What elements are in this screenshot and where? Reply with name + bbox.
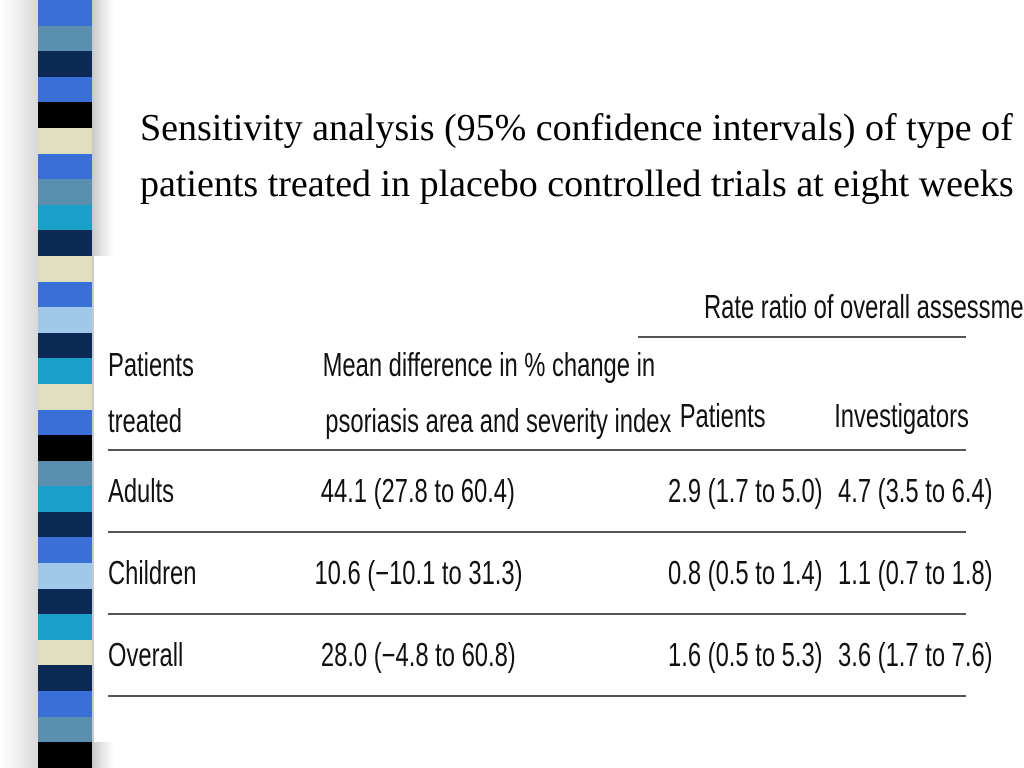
decorative-stripe (38, 0, 92, 26)
group-header-rate-ratio: Rate ratio of overall assessment (638, 278, 1024, 338)
decorative-stripe (38, 76, 92, 103)
decorative-stripe (38, 614, 92, 640)
column-header-row: Patients treated Mean difference in % ch… (108, 337, 969, 451)
col-header-mean-difference-line1: Mean difference in % change in (322, 346, 656, 383)
mean-difference-value: 28.0 (−4.8 to 60.8) (320, 636, 516, 673)
investigators-value: 1.1 (0.7 to 1.8) (838, 554, 993, 591)
decorative-stripe (38, 358, 92, 384)
slide-title: Sensitivity analysis (95% confidence int… (140, 107, 1014, 205)
col-header-patients-label: Patients (680, 397, 766, 434)
decorative-stripe (38, 486, 92, 512)
decorative-stripe (38, 230, 92, 256)
investigators-cell: 3.6 (1.7 to 7.6) (808, 614, 993, 697)
mean-difference-cell: 28.0 (−4.8 to 60.8) (258, 614, 578, 697)
table-row: Overall 28.0 (−4.8 to 60.8) 1.6 (0.5 to … (108, 614, 993, 697)
col-header-patients-treated-line2: treated (108, 402, 182, 439)
decorative-stripe (38, 588, 92, 615)
decorative-stripe (38, 127, 92, 154)
table-row: Adults 44.1 (27.8 to 60.4) 2.9 (1.7 to 5… (108, 450, 993, 533)
col-header-investigators: Investigators (808, 337, 969, 451)
col-header-patients: Patients (638, 337, 808, 451)
table-row: Children 10.6 (−10.1 to 31.3) 0.8 (0.5 t… (108, 532, 993, 615)
decorative-stripe (38, 281, 92, 308)
investigators-cell: 1.1 (0.7 to 1.8) (808, 532, 993, 615)
decorative-stripe (38, 665, 92, 692)
decorative-stripe (38, 460, 92, 487)
decorative-stripe (38, 435, 92, 461)
decorative-stripe (38, 383, 92, 410)
decorative-stripe (38, 742, 92, 768)
stripe-shadow-left (0, 0, 38, 768)
decorative-stripe (38, 204, 92, 231)
sensitivity-table: Rate ratio of overall assessment Patient… (108, 278, 1024, 697)
group-header-row: Rate ratio of overall assessment (108, 278, 1024, 338)
patients-value: 1.6 (0.5 to 5.3) (668, 636, 823, 673)
patients-value: 0.8 (0.5 to 1.4) (668, 554, 823, 591)
decorative-stripe (38, 639, 92, 666)
decorative-stripe (38, 25, 92, 52)
mean-difference-cell: 44.1 (27.8 to 60.4) (258, 450, 578, 533)
decorative-stripe (38, 51, 92, 77)
row-label-text: Overall (108, 636, 184, 673)
col-header-patients-treated-line1: Patients (108, 346, 194, 383)
col-header-mean-difference-line2: psoriasis area and severity index (325, 402, 672, 439)
patients-cell: 0.8 (0.5 to 1.4) (638, 532, 823, 615)
decorative-stripe (38, 332, 92, 359)
decorative-stripe (38, 255, 92, 282)
decorative-stripe (38, 563, 92, 589)
group-header-label: Rate ratio of overall assessment (703, 288, 1024, 325)
mean-difference-value: 10.6 (−10.1 to 31.3) (313, 554, 523, 591)
investigators-value: 3.6 (1.7 to 7.6) (838, 636, 993, 673)
investigators-cell: 4.7 (3.5 to 6.4) (808, 450, 993, 533)
decorative-stripe (38, 409, 92, 436)
decorative-stripe (38, 307, 92, 333)
mean-difference-value: 44.1 (27.8 to 60.4) (320, 472, 516, 509)
decorative-stripe (38, 537, 92, 564)
col-header-mean-difference: Mean difference in % change in psoriasis… (258, 337, 671, 451)
investigators-value: 4.7 (3.5 to 6.4) (838, 472, 993, 509)
row-label-text: Children (108, 554, 197, 591)
decorative-stripe (38, 691, 92, 717)
row-label: Overall (108, 614, 258, 697)
results-table-wrapper: Rate ratio of overall assessment Patient… (108, 278, 1024, 697)
patients-cell: 1.6 (0.5 to 5.3) (638, 614, 823, 697)
patients-value: 2.9 (1.7 to 5.0) (668, 472, 823, 509)
table-panel: Rate ratio of overall assessment Patient… (94, 256, 1024, 742)
mean-difference-cell: 10.6 (−10.1 to 31.3) (258, 532, 578, 615)
decorative-stripe (38, 716, 92, 743)
col-header-investigators-label: Investigators (834, 397, 969, 434)
decorative-stripe (38, 102, 92, 128)
decorative-stripe (38, 153, 92, 180)
row-label: Adults (108, 450, 258, 533)
decorative-stripe (38, 179, 92, 205)
col-header-patients-treated: Patients treated (108, 337, 258, 451)
row-label: Children (108, 532, 258, 615)
row-label-text: Adults (108, 472, 175, 509)
decorative-stripe-bar (38, 0, 92, 768)
decorative-stripe (38, 511, 92, 538)
patients-cell: 2.9 (1.7 to 5.0) (638, 450, 823, 533)
